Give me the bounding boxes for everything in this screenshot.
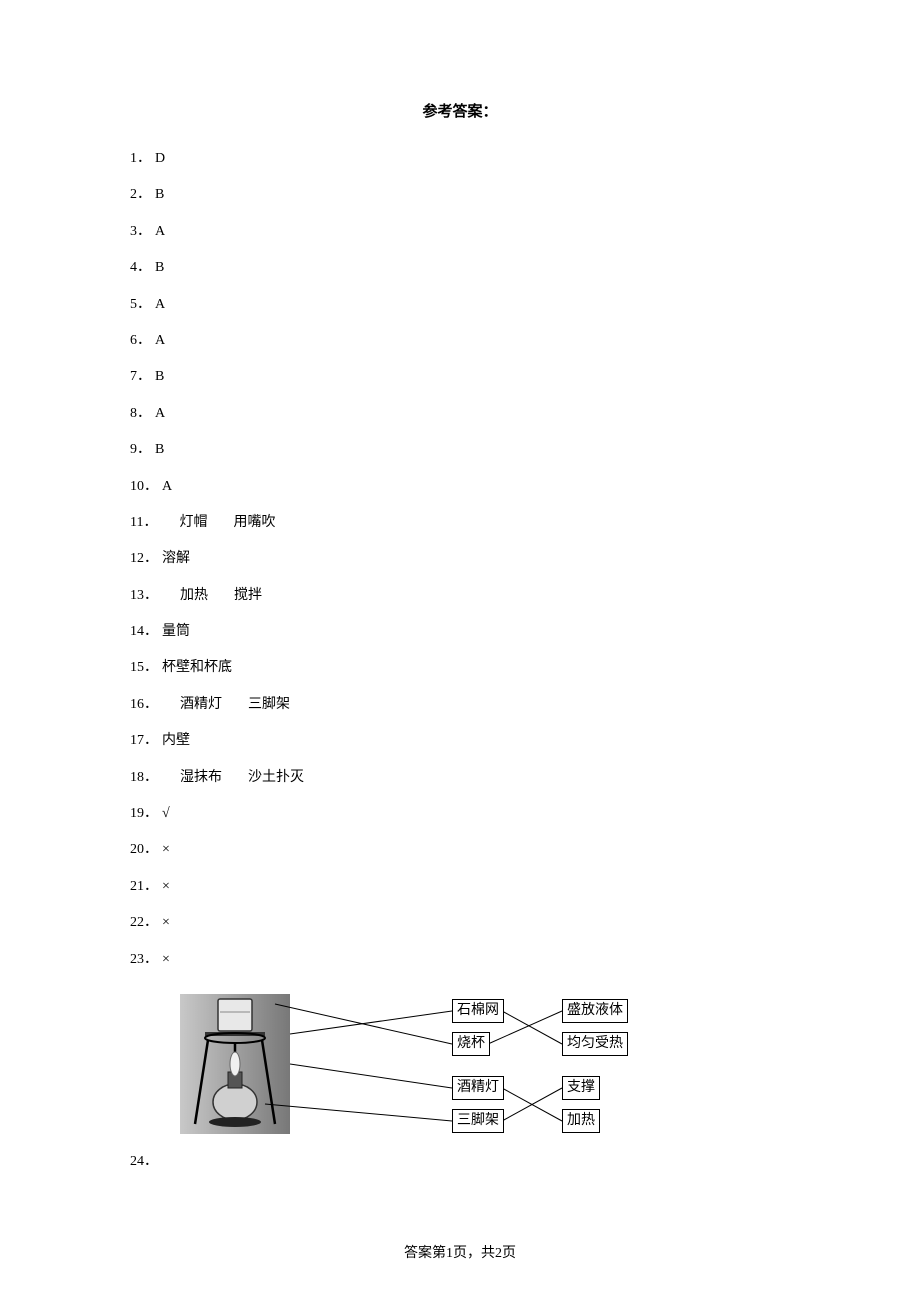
answer-item: 8．A bbox=[130, 396, 790, 432]
answer-item: 1．D bbox=[130, 141, 790, 177]
diagram-label: 烧杯 bbox=[452, 1032, 490, 1056]
diagram-label: 加热 bbox=[562, 1109, 600, 1133]
diagram-label: 盛放液体 bbox=[562, 999, 628, 1023]
answer-item: 9．B bbox=[130, 432, 790, 468]
diagram-label: 均匀受热 bbox=[562, 1032, 628, 1056]
answer-item: 24． bbox=[130, 1144, 790, 1180]
answer-item: 11．灯帽用嘴吹 bbox=[130, 505, 790, 541]
answer-item: 17．内壁 bbox=[130, 723, 790, 759]
answer-item: 23．× bbox=[130, 942, 790, 978]
apparatus-image bbox=[180, 994, 290, 1134]
answer-item: 12．溶解 bbox=[130, 541, 790, 577]
page-footer: 答案第1页，共2页 bbox=[0, 1242, 920, 1262]
answer-item: 21．× bbox=[130, 869, 790, 905]
answer-item: 16．酒精灯三脚架 bbox=[130, 687, 790, 723]
answer-item: 13．加热搅拌 bbox=[130, 578, 790, 614]
diagram-label: 酒精灯 bbox=[452, 1076, 504, 1100]
answer-item: 2．B bbox=[130, 177, 790, 213]
diagram: 石棉网烧杯酒精灯三脚架 盛放液体均匀受热支撑加热 bbox=[180, 994, 680, 1144]
diagram-label: 支撑 bbox=[562, 1076, 600, 1100]
answer-item: 20．× bbox=[130, 832, 790, 868]
page-title: 参考答案： bbox=[130, 100, 790, 121]
answer-item: 4．B bbox=[130, 250, 790, 286]
answer-item: 10．A bbox=[130, 469, 790, 505]
answer-item: 22．× bbox=[130, 905, 790, 941]
answer-item: 6．A bbox=[130, 323, 790, 359]
answer-item: 15．杯壁和杯底 bbox=[130, 650, 790, 686]
answer-item: 3．A bbox=[130, 214, 790, 250]
answer-item: 14．量筒 bbox=[130, 614, 790, 650]
diagram-label: 石棉网 bbox=[452, 999, 504, 1023]
diagram-label: 三脚架 bbox=[452, 1109, 504, 1133]
answer-item: 5．A bbox=[130, 287, 790, 323]
answer-item: 18．湿抹布沙土扑灭 bbox=[130, 760, 790, 796]
answer-item: 7．B bbox=[130, 359, 790, 395]
answer-item: 19．√ bbox=[130, 796, 790, 832]
answer-list: 1．D2．B3．A4．B5．A6．A7．B8．A9．B10．A11．灯帽用嘴吹1… bbox=[130, 141, 790, 978]
